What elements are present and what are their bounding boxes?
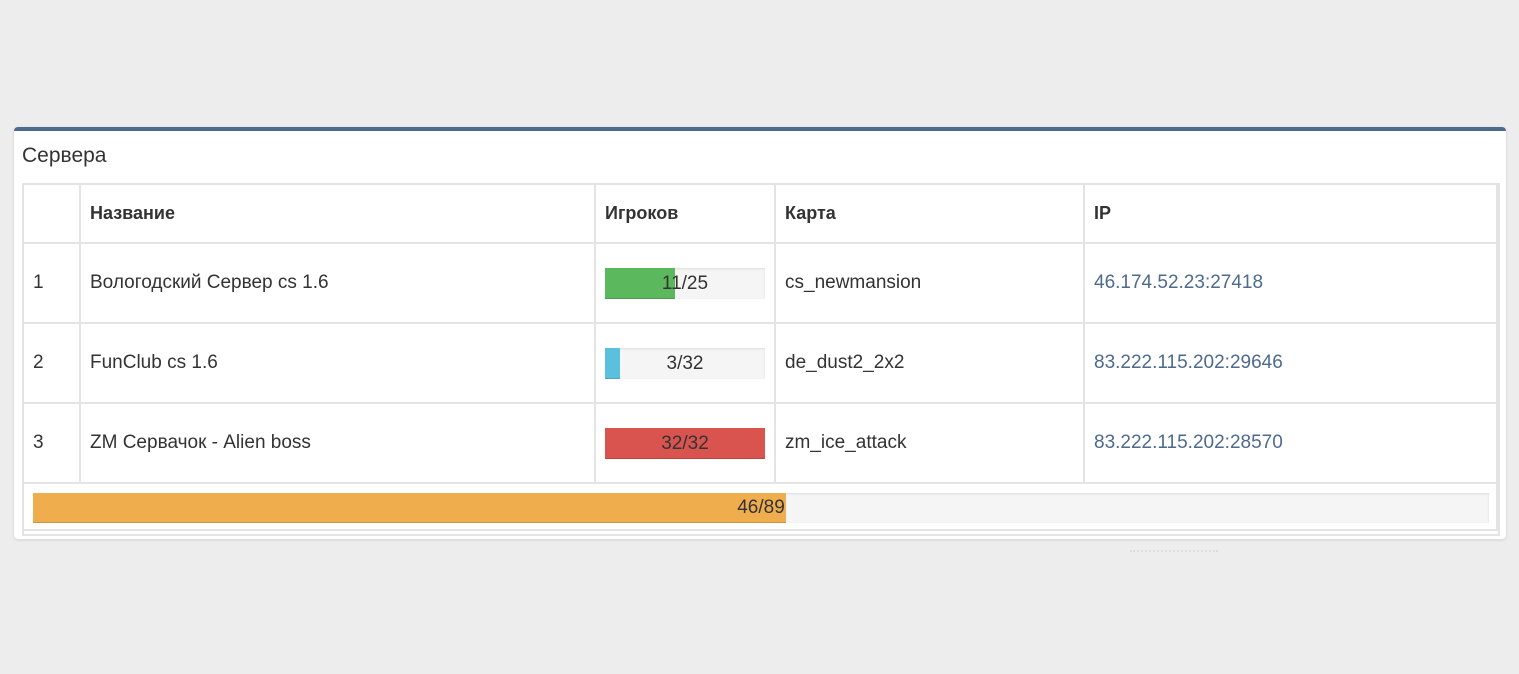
faded-decoration bbox=[1130, 550, 1218, 556]
players-progress: 32/32 bbox=[605, 427, 765, 459]
total-players-count: 46/89 bbox=[737, 497, 785, 518]
server-name: Вологодский Сервер cs 1.6 bbox=[79, 242, 596, 324]
players-progress: 11/25 bbox=[605, 267, 765, 299]
ip-cell: 83.222.115.202:29646 bbox=[1083, 322, 1500, 404]
table-row: 1 Вологодский Сервер cs 1.6 11/25 cs_new… bbox=[22, 242, 1500, 324]
server-name: FunClub cs 1.6 bbox=[79, 322, 596, 404]
header-num bbox=[22, 183, 81, 244]
table-row: 2 FunClub cs 1.6 3/32 de_dust2_2x2 83.22… bbox=[22, 322, 1500, 404]
map-name: cs_newmansion bbox=[774, 242, 1085, 324]
players-count: 3/32 bbox=[666, 352, 704, 374]
header-map: Карта bbox=[774, 183, 1085, 244]
total-row: 46/89 bbox=[22, 482, 1500, 536]
players-count: 32/32 bbox=[661, 432, 709, 454]
header-ip: IP bbox=[1083, 183, 1500, 244]
total-cell: 46/89 bbox=[22, 482, 1500, 536]
map-name: zm_ice_attack bbox=[774, 402, 1085, 484]
servers-panel: Сервера Название Игроков Карта IP 1 Воло… bbox=[14, 127, 1506, 539]
players-cell: 3/32 bbox=[594, 322, 776, 404]
panel-title: Сервера bbox=[22, 144, 107, 167]
server-ip-link[interactable]: 83.222.115.202:29646 bbox=[1094, 352, 1283, 373]
players-progress-bar bbox=[605, 427, 765, 459]
map-name: de_dust2_2x2 bbox=[774, 322, 1085, 404]
ip-cell: 46.174.52.23:27418 bbox=[1083, 242, 1500, 324]
server-ip-link[interactable]: 46.174.52.23:27418 bbox=[1094, 272, 1264, 293]
players-cell: 11/25 bbox=[594, 242, 776, 324]
header-name: Название bbox=[79, 183, 596, 244]
server-name: ZM Сервачок - Alien boss bbox=[79, 402, 596, 484]
table-row: 3 ZM Сервачок - Alien boss 32/32 zm_ice_… bbox=[22, 402, 1500, 484]
players-progress: 3/32 bbox=[605, 347, 765, 379]
server-ip-link[interactable]: 83.222.115.202:28570 bbox=[1094, 432, 1283, 453]
table-header-row: Название Игроков Карта IP bbox=[22, 183, 1500, 244]
total-players-progress-bar bbox=[33, 493, 786, 523]
row-num: 3 bbox=[22, 402, 81, 484]
players-count: 11/25 bbox=[661, 272, 709, 294]
players-progress-bar bbox=[605, 347, 620, 379]
players-cell: 32/32 bbox=[594, 402, 776, 484]
header-players: Игроков bbox=[594, 183, 776, 244]
total-players-progress: 46/89 bbox=[33, 493, 1489, 523]
servers-table-wrap: Название Игроков Карта IP 1 Вологодский … bbox=[22, 183, 1500, 536]
row-num: 1 bbox=[22, 242, 81, 324]
ip-cell: 83.222.115.202:28570 bbox=[1083, 402, 1500, 484]
servers-table: Название Игроков Карта IP 1 Вологодский … bbox=[22, 183, 1500, 536]
players-progress-bar bbox=[605, 267, 676, 299]
row-num: 2 bbox=[22, 322, 81, 404]
